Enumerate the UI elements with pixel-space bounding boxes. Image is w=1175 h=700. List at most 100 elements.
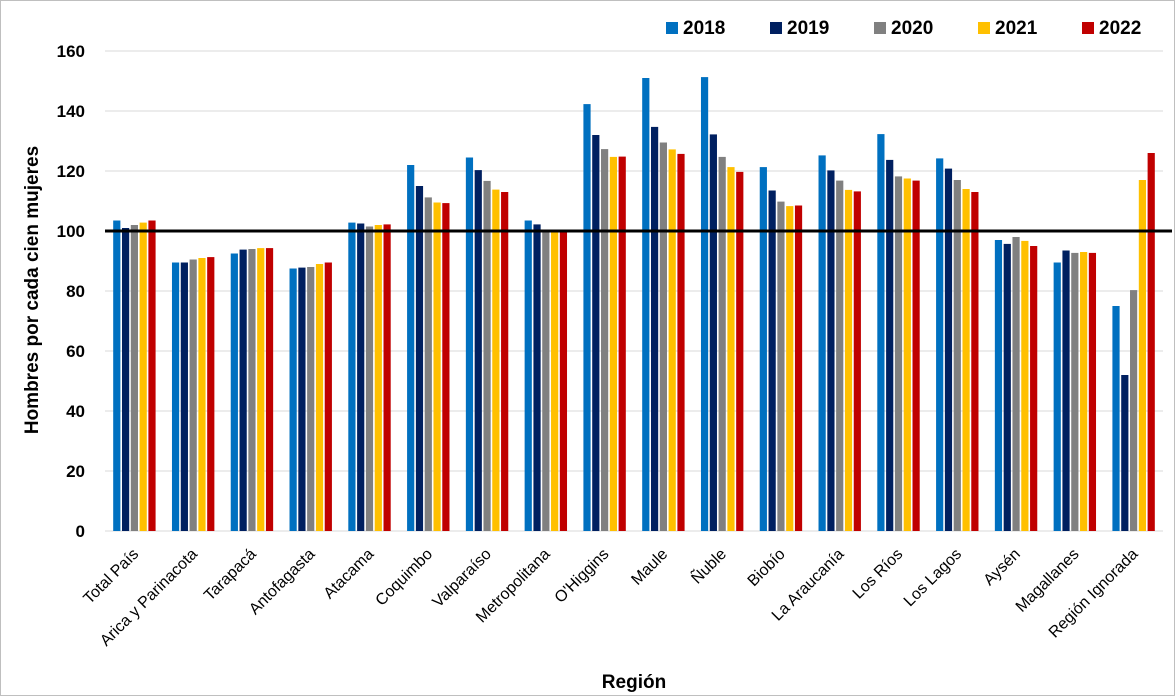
- y-tick-label: 20: [66, 462, 85, 481]
- x-tick-label: Atacama: [321, 546, 378, 603]
- legend-label: 2021: [995, 18, 1038, 39]
- legend-label: 2020: [891, 18, 933, 39]
- bar-2020: [718, 156, 726, 531]
- bar-2021: [315, 264, 324, 531]
- bar-2020: [424, 197, 432, 531]
- bar-2019: [121, 228, 130, 531]
- y-tick-label: 60: [66, 342, 85, 361]
- bar-2019: [650, 126, 659, 532]
- bar-2022: [736, 171, 744, 531]
- y-axis-ticks: 0 20 40 60 80 100 120 140 160: [57, 42, 85, 541]
- bar-2021: [551, 232, 559, 531]
- y-tick-label: 120: [57, 162, 85, 181]
- x-tick-label: Ñuble: [686, 544, 730, 588]
- bar-2018: [877, 134, 885, 531]
- bar-2018: [1053, 262, 1061, 531]
- bar-2018: [230, 253, 238, 531]
- bar-2020: [953, 180, 961, 531]
- bar-2020: [542, 229, 550, 531]
- y-tick-label: 40: [66, 402, 85, 421]
- bar-2022: [794, 205, 803, 531]
- bar-2022: [912, 180, 920, 531]
- bar-2020: [1071, 252, 1079, 531]
- bar-2018: [759, 167, 767, 531]
- bar-2021: [844, 189, 853, 531]
- bar-2020: [189, 259, 197, 531]
- bars: [113, 77, 1155, 532]
- bar-2022: [1088, 252, 1097, 531]
- bar-2020: [777, 201, 785, 531]
- bar-2018: [407, 165, 415, 531]
- legend-swatch: [978, 22, 990, 34]
- bar-2021: [374, 225, 382, 531]
- bar-2019: [886, 159, 894, 531]
- bar-2020: [894, 176, 903, 531]
- bar-2020: [483, 180, 491, 531]
- bar-2022: [1147, 153, 1155, 531]
- x-tick-label: Los Lagos: [901, 546, 965, 610]
- bar-2018: [994, 240, 1003, 531]
- bar-2021: [433, 202, 441, 531]
- bar-2019: [239, 249, 247, 531]
- x-tick-label: Total País: [81, 546, 143, 608]
- legend-label: 2019: [787, 18, 829, 39]
- bar-2022: [207, 257, 215, 531]
- bar-2019: [474, 170, 482, 531]
- bar-2019: [768, 190, 776, 531]
- bar-2019: [180, 262, 188, 531]
- legend-swatch: [770, 22, 782, 34]
- bar-2019: [298, 267, 306, 531]
- legend-label: 2022: [1099, 18, 1141, 39]
- y-tick-label: 140: [57, 102, 85, 121]
- bar-2018: [289, 268, 297, 531]
- bar-2022: [383, 224, 391, 531]
- bar-2021: [609, 156, 618, 531]
- bar-2022: [1030, 246, 1038, 531]
- bar-2018: [113, 220, 121, 531]
- bar-2021: [139, 222, 147, 531]
- bar-2021: [786, 206, 794, 531]
- bar-2020: [130, 225, 138, 531]
- bar-2022: [442, 203, 450, 531]
- bar-2021: [257, 248, 265, 531]
- x-tick-label: Maule: [628, 546, 671, 589]
- bar-2020: [307, 267, 315, 531]
- x-tick-label: Tarapacá: [201, 546, 260, 605]
- bar-2022: [265, 248, 274, 531]
- bar-2019: [357, 223, 365, 531]
- bar-2022: [148, 220, 156, 531]
- bar-2021: [727, 167, 735, 531]
- bar-2018: [818, 155, 826, 531]
- bar-2019: [415, 186, 424, 531]
- bar-2021: [668, 149, 676, 531]
- bar-2022: [677, 153, 685, 531]
- bar-2022: [501, 192, 509, 531]
- bar-2018: [171, 262, 180, 531]
- bar-2020: [248, 249, 256, 531]
- x-tick-label: Biobío: [745, 546, 789, 590]
- bar-2018: [465, 157, 474, 531]
- bar-2020: [659, 142, 667, 531]
- bar-2019: [592, 135, 600, 531]
- bar-2018: [700, 77, 709, 531]
- legend-label: 2018: [683, 18, 725, 39]
- bar-2018: [583, 104, 591, 531]
- bar-2020: [1012, 237, 1020, 531]
- bar-2019: [533, 224, 541, 531]
- bar-2018: [524, 220, 532, 531]
- x-tick-label: Los Ríos: [850, 546, 907, 603]
- bar-2022: [324, 262, 332, 531]
- bar-2021: [903, 178, 911, 531]
- bar-2021: [1021, 240, 1029, 531]
- bar-2019: [709, 134, 717, 531]
- legend: 2018 2019 2020 2021 2022: [666, 18, 1141, 39]
- bar-2019: [1003, 243, 1011, 531]
- bar-2020: [836, 180, 844, 531]
- legend-swatch: [1082, 22, 1094, 34]
- bar-2018: [642, 78, 650, 531]
- y-axis-title: Hombres por cada cien mujeres: [22, 146, 43, 434]
- bar-2021: [962, 189, 970, 531]
